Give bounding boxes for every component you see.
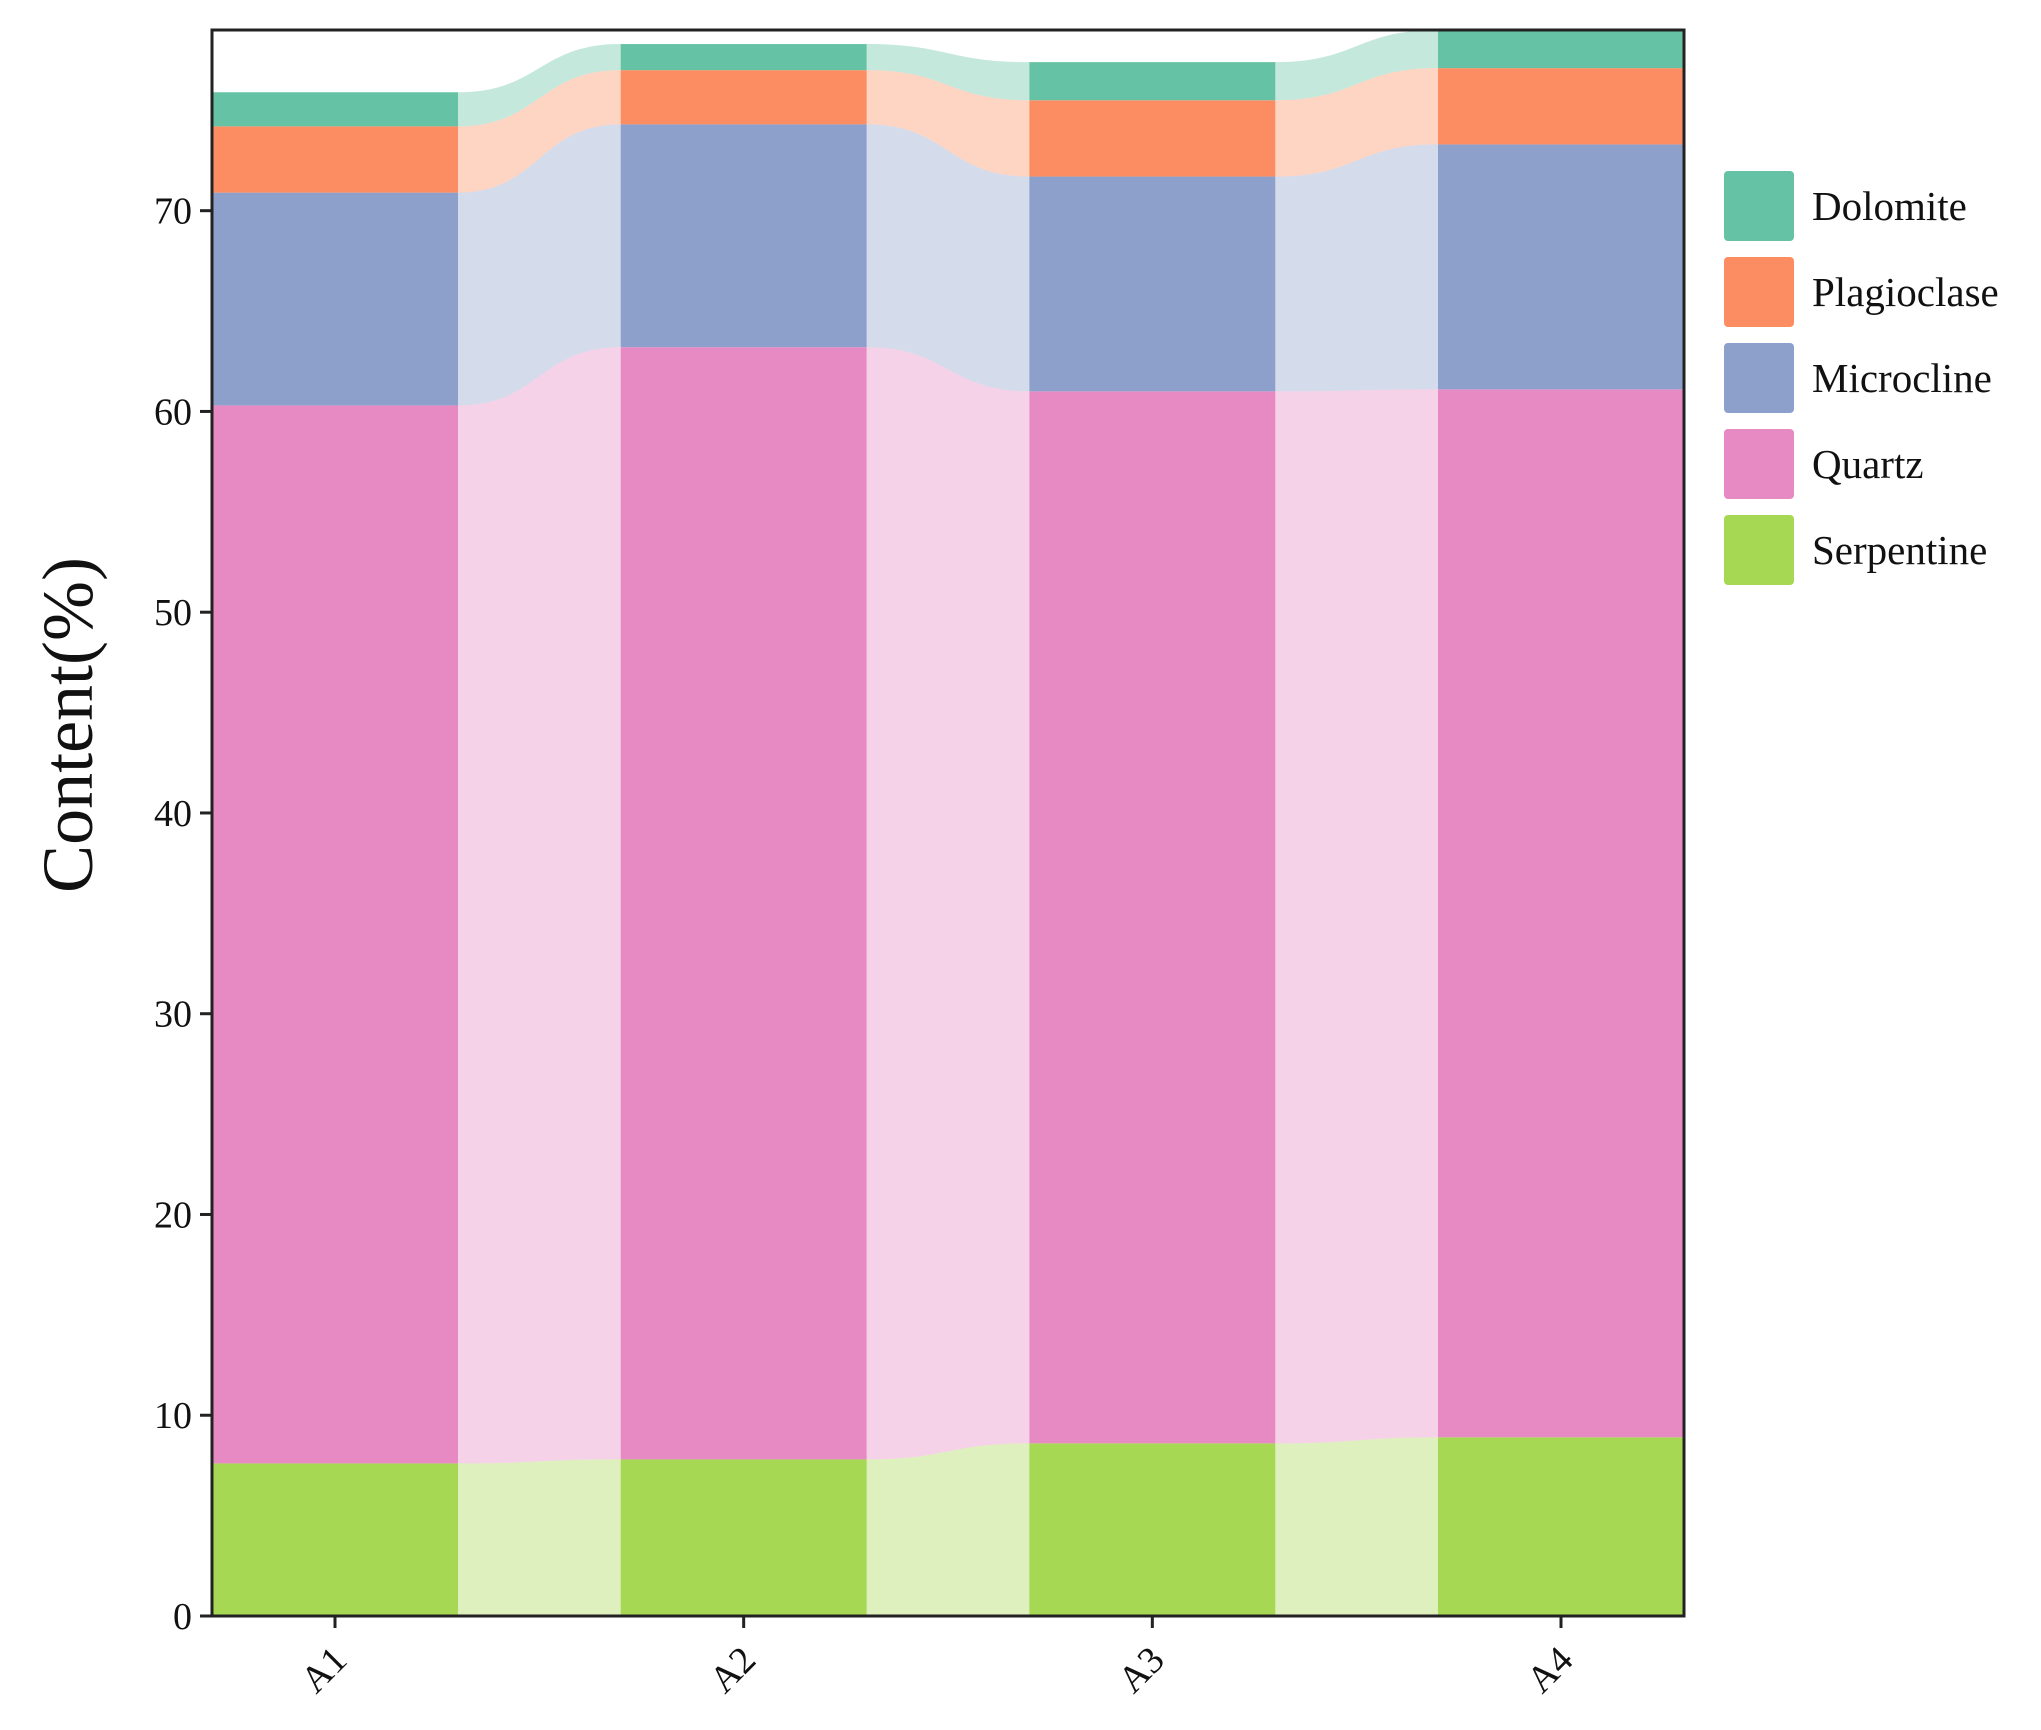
bar-a4-microcline [1438, 144, 1684, 390]
bar-a3-serpentine [1029, 1443, 1276, 1616]
y-tick-label: 70 [154, 191, 192, 233]
bar-a1-plagioclase [212, 126, 458, 193]
y-axis-label: Content(%) [28, 557, 108, 893]
bar-a1-dolomite [212, 92, 458, 127]
x-tick-label: A4 [1519, 1639, 1582, 1702]
bar-a2-plagioclase [620, 70, 867, 125]
flow-serpentine-a2-a3 [866, 1443, 1030, 1616]
flow-dolomite-a2-a3 [866, 44, 1030, 101]
flow-serpentine-a3-a4 [1275, 1437, 1438, 1616]
legend-swatch-plagioclase [1724, 257, 1794, 327]
bar-a2-microcline [620, 124, 867, 348]
legend-swatch-microcline [1724, 343, 1794, 413]
flow-dolomite-a3-a4 [1275, 30, 1438, 101]
bar-a3-plagioclase [1029, 100, 1276, 177]
y-tick-label: 30 [154, 994, 192, 1036]
flow-dolomite-a1-a2 [458, 44, 621, 127]
bar-a4-dolomite [1438, 30, 1684, 69]
bar-a2-quartz [620, 347, 867, 1460]
bar-a3-microcline [1029, 176, 1276, 392]
y-tick-label: 10 [154, 1395, 192, 1437]
x-tick-label: A3 [1110, 1639, 1173, 1702]
y-axis: 0 10 20 30 40 50 60 70 [154, 191, 212, 1638]
y-tick-label: 60 [154, 391, 192, 433]
x-axis: A1 A2 A3 A4 [293, 1616, 1582, 1702]
flow-serpentine-a1-a2 [458, 1459, 621, 1616]
bar-a4-quartz [1438, 389, 1684, 1438]
legend-swatch-serpentine [1724, 515, 1794, 585]
bar-a1-serpentine [212, 1463, 458, 1616]
flow-microcline-a3-a4 [1275, 144, 1438, 392]
legend-swatch-quartz [1724, 429, 1794, 499]
flow-plagioclase-a2-a3 [866, 70, 1030, 177]
plot-frame [210, 28, 1686, 1618]
bar-a1-quartz [212, 405, 458, 1464]
flow-microcline-a1-a2 [458, 124, 621, 406]
y-tick-label: 50 [154, 592, 192, 634]
x-tick-label: A2 [701, 1639, 764, 1702]
x-tick-label: A1 [293, 1639, 356, 1702]
flow-quartz-a3-a4 [1275, 389, 1438, 1444]
legend-label-quartz: Quartz [1812, 441, 1924, 487]
bar-a1-microcline [212, 192, 458, 406]
flow-microcline-a2-a3 [866, 124, 1030, 392]
bar-a3-quartz [1029, 391, 1276, 1444]
legend-label-dolomite: Dolomite [1812, 183, 1967, 229]
legend: Dolomite Plagioclase Microcline Quartz Serpe… [1724, 171, 1999, 585]
y-tick-label: 0 [173, 1596, 192, 1638]
bar-a4-plagioclase [1438, 68, 1684, 145]
bar-segments [212, 30, 1684, 1616]
flow-connectors [458, 30, 1438, 1616]
legend-label-plagioclase: Plagioclase [1812, 269, 1999, 315]
bar-a3-dolomite [1029, 62, 1276, 101]
legend-swatch-dolomite [1724, 171, 1794, 241]
y-tick-label: 20 [154, 1194, 192, 1236]
flow-quartz-a2-a3 [866, 347, 1030, 1460]
bar-a2-dolomite [620, 44, 867, 71]
legend-label-serpentine: Serpentine [1812, 527, 1987, 573]
legend-label-microcline: Microcline [1812, 355, 1992, 401]
y-tick-label: 40 [154, 793, 192, 835]
flow-plagioclase-a1-a2 [458, 70, 621, 193]
bar-a2-serpentine [620, 1459, 867, 1616]
flow-quartz-a1-a2 [458, 347, 621, 1464]
flow-plagioclase-a3-a4 [1275, 68, 1438, 177]
bar-a4-serpentine [1438, 1437, 1684, 1616]
